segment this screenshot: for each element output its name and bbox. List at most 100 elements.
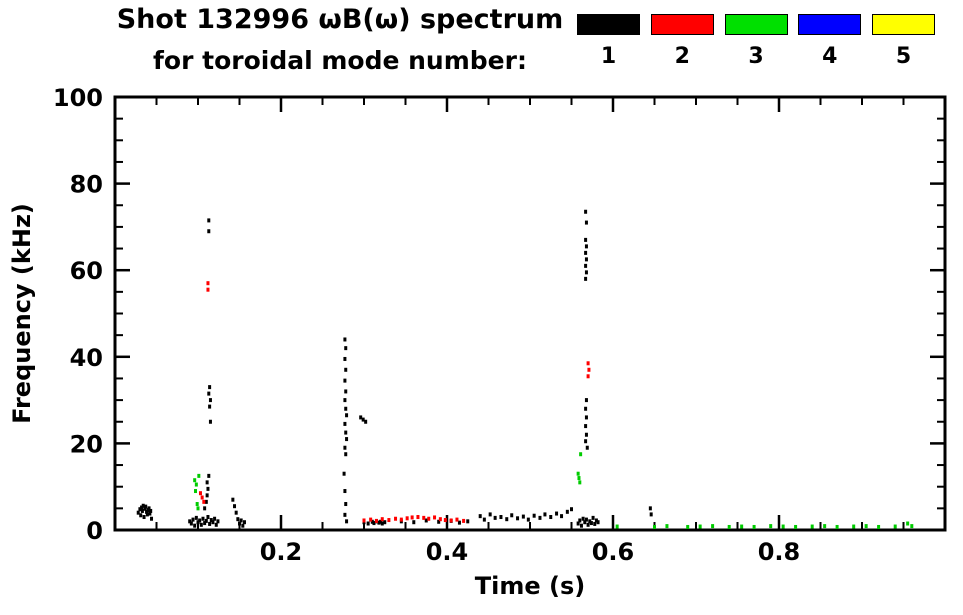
data-point-n=1 [343, 398, 347, 403]
data-point-n=1 [211, 520, 215, 525]
y-tick-label: 0 [86, 517, 103, 545]
data-point-n=1 [213, 516, 217, 521]
data-point-n=3 [877, 524, 881, 529]
data-point-n=1 [412, 520, 416, 525]
data-point-n=1 [188, 519, 192, 524]
data-point-n=1 [191, 517, 195, 522]
data-point-n=3 [781, 524, 785, 529]
data-point-n=1 [205, 493, 209, 498]
data-point-n=3 [910, 524, 914, 529]
data-point-n=3 [579, 452, 583, 457]
data-point-n=1 [584, 276, 588, 281]
data-point-n=1 [242, 520, 246, 525]
data-point-n=1 [196, 520, 200, 525]
data-point-n=1 [578, 518, 582, 523]
data-point-n=1 [345, 413, 349, 418]
legend-swatch-mode-2 [650, 14, 714, 35]
data-point-n=1 [364, 419, 368, 424]
legend-swatches [577, 14, 935, 35]
data-point-n=1 [526, 517, 530, 522]
data-point-n=1 [141, 503, 145, 508]
data-point-n=3 [197, 473, 201, 478]
data-point-n=1 [203, 521, 207, 526]
legend-swatch-mode-3 [724, 14, 788, 35]
data-point-n=1 [144, 504, 148, 509]
data-point-n=3 [835, 524, 839, 529]
data-point-n=3 [794, 524, 798, 529]
x-tick-label: 0.8 [758, 538, 801, 566]
data-point-n=3 [906, 521, 910, 526]
data-point-n=2 [416, 515, 420, 520]
legend: 1 2 3 4 5 [577, 14, 935, 69]
data-point-n=1 [505, 517, 509, 522]
data-point-n=2 [586, 361, 590, 366]
legend-numbers: 1 2 3 4 5 [577, 44, 935, 69]
data-point-n=1 [147, 506, 151, 511]
legend-swatch-mode-4 [798, 14, 862, 35]
data-point-n=1 [343, 489, 347, 494]
data-point-n=1 [142, 515, 146, 520]
data-point-n=1 [521, 514, 525, 519]
data-point-n=2 [206, 287, 210, 292]
data-point-n=1 [140, 505, 144, 510]
legend-label-mode-1: 1 [600, 44, 617, 69]
x-tick-label: 0.6 [592, 538, 635, 566]
data-point-n=1 [478, 514, 482, 519]
x-axis-title: Time (s) [475, 572, 585, 600]
data-point-n=2 [369, 517, 373, 522]
data-point-n=1 [344, 430, 348, 435]
data-point-n=1 [570, 507, 573, 512]
data-point-n=1 [344, 406, 348, 411]
data-point-n=1 [457, 520, 461, 525]
data-point-n=2 [374, 518, 378, 523]
data-point-n=1 [199, 522, 203, 527]
data-point-n=1 [565, 509, 569, 514]
data-point-n=3 [893, 524, 897, 529]
data-point-n=1 [584, 415, 588, 420]
data-point-n=2 [206, 281, 210, 286]
data-point-n=1 [205, 480, 209, 485]
data-point-n=1 [584, 237, 588, 242]
data-point-n=3 [727, 524, 731, 529]
data-point-n=1 [583, 520, 587, 525]
data-point-n=1 [344, 502, 348, 507]
data-point-n=1 [204, 518, 208, 523]
data-point-n=1 [209, 518, 213, 523]
data-point-n=1 [579, 523, 583, 528]
data-point-n=1 [145, 509, 149, 514]
data-point-n=1 [585, 445, 589, 450]
data-point-n=1 [343, 445, 347, 450]
data-point-n=1 [588, 519, 592, 524]
chart-subtitle: for toroidal mode number: [153, 46, 527, 75]
data-point-n=1 [584, 209, 588, 214]
data-point-n=3 [615, 524, 619, 529]
data-point-n=1 [370, 519, 374, 524]
data-point-n=1 [648, 506, 652, 511]
x-tick-label: 0.2 [260, 538, 303, 566]
data-point-n=1 [344, 452, 348, 457]
y-tick-label: 80 [70, 171, 103, 199]
data-point-n=3 [769, 524, 773, 529]
data-point-n=1 [198, 518, 202, 523]
legend-label-mode-4: 4 [822, 44, 838, 69]
data-point-n=1 [372, 521, 376, 526]
data-point-n=2 [394, 516, 398, 521]
data-point-n=1 [359, 415, 363, 420]
data-point-n=1 [343, 421, 347, 426]
data-point-n=2 [427, 516, 431, 521]
data-point-n=2 [399, 517, 403, 522]
data-point-n=1 [201, 516, 205, 521]
data-point-n=1 [343, 512, 347, 517]
y-tick-label: 60 [70, 257, 103, 285]
data-point-n=3 [196, 506, 200, 511]
y-tick-label: 40 [70, 344, 103, 372]
data-point-n=1 [343, 356, 347, 361]
data-point-n=2 [200, 495, 204, 500]
data-point-n=1 [208, 419, 212, 424]
data-point-n=1 [591, 515, 595, 520]
data-point-n=1 [208, 521, 212, 526]
data-point-n=1 [231, 497, 235, 502]
data-point-n=3 [698, 524, 702, 529]
data-point-n=1 [145, 512, 149, 517]
